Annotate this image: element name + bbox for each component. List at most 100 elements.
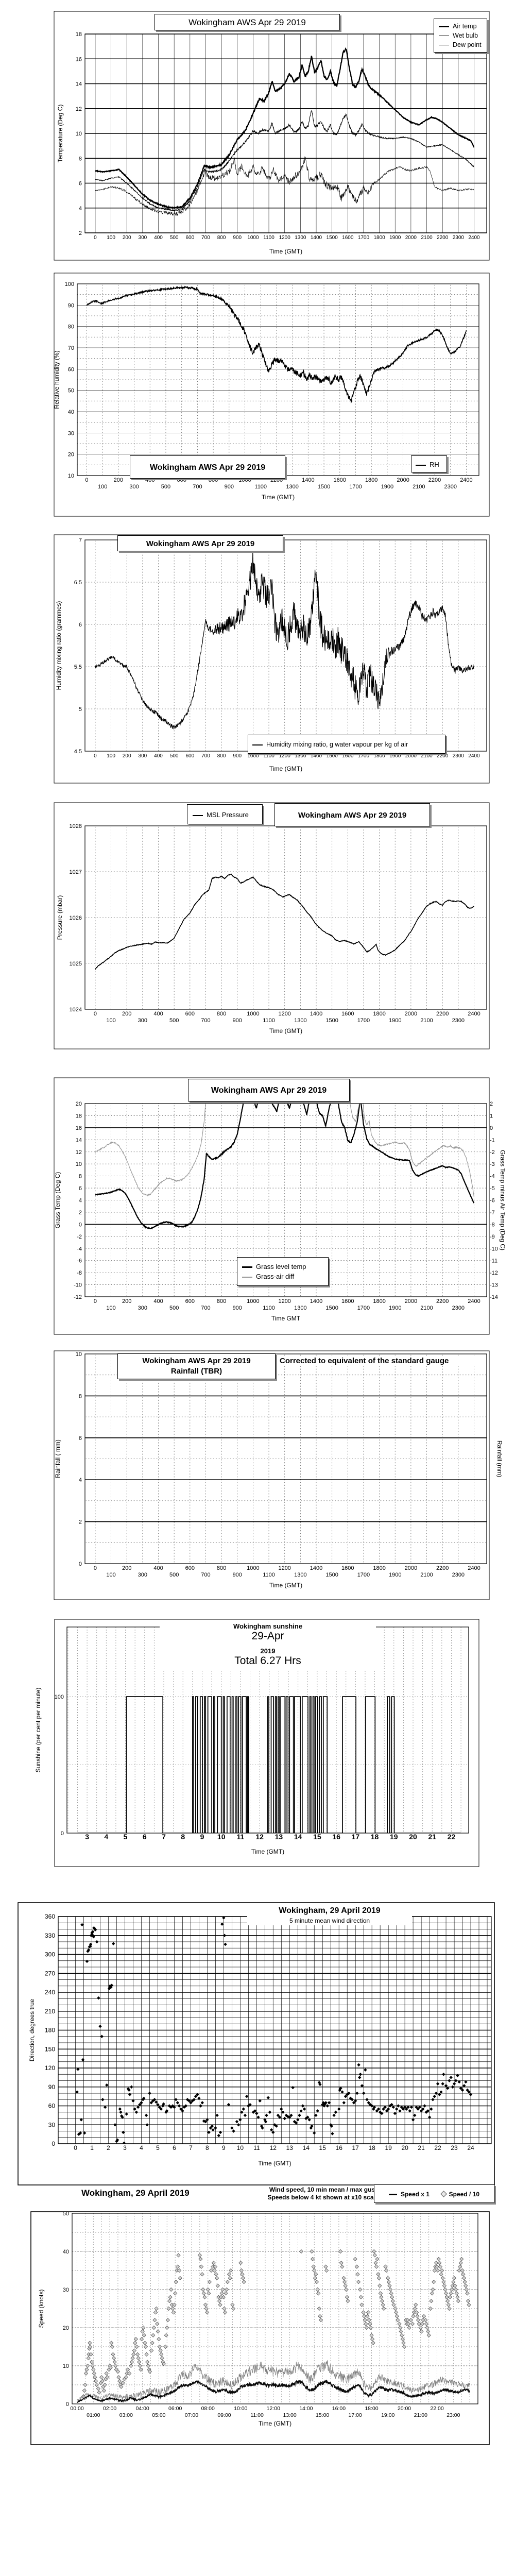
x-tick-label: 1100 xyxy=(263,1305,275,1311)
x-tick-label: 800 xyxy=(217,235,226,241)
x-tick-label: 800 xyxy=(217,1565,226,1571)
temperature-series xyxy=(94,47,475,216)
legend-label: Grass-air diff xyxy=(256,1273,295,1280)
x-tick-label: 600 xyxy=(185,753,194,759)
x-tick-label: 1500 xyxy=(325,1018,338,1024)
x-tick-label: 1300 xyxy=(286,484,298,490)
x-tick-label: 500 xyxy=(170,753,179,759)
x-tick-label: 1900 xyxy=(381,484,393,490)
speed-div10-diamond-icon xyxy=(440,2191,447,2198)
x-tick-label: 21:00 xyxy=(414,2412,427,2418)
x-tick-label: 7 xyxy=(189,2144,193,2151)
x-tick-label: 1200 xyxy=(278,1011,290,1017)
rainfall-note: Corrected to equivalent of the standard … xyxy=(280,1357,484,1365)
x-tick-label: 2300 xyxy=(453,235,465,241)
y2-tick-label: -13 xyxy=(490,1282,498,1289)
x-tick-label: 17:00 xyxy=(349,2412,362,2418)
y-tick-label: 40 xyxy=(63,2249,69,2255)
x-tick-label: 15:00 xyxy=(316,2412,329,2418)
humidity-legend: RH xyxy=(411,455,447,472)
x-tick-label: 1000 xyxy=(247,1565,259,1571)
x-tick-label: 1600 xyxy=(341,1298,354,1304)
speed-x1-line-icon xyxy=(388,2194,397,2196)
x-tick-label: 300 xyxy=(129,484,139,490)
x-tick-label: 0 xyxy=(94,235,97,241)
wind-speed-legend: Speed x 1 Speed / 10 xyxy=(374,2184,494,2203)
y-tick-label: 20 xyxy=(63,2325,69,2331)
x-tick-label: 1800 xyxy=(373,1298,385,1304)
y2-tick-label: -2 xyxy=(490,1149,495,1156)
x-tick-label: 900 xyxy=(225,484,234,490)
y2-tick-label: 0 xyxy=(490,1125,493,1131)
x-tick-label: 20 xyxy=(409,1833,417,1841)
x-tick-label: 2000 xyxy=(405,1298,417,1304)
legend-label: RH xyxy=(430,461,439,468)
x-tick-label: 12:00 xyxy=(267,2405,280,2412)
x-tick-label: 2400 xyxy=(460,477,472,483)
x-tick-label: 500 xyxy=(170,235,179,241)
x-tick-label: 1800 xyxy=(373,1565,385,1571)
relative-humidity-series xyxy=(86,285,467,404)
x-tick-label: 2000 xyxy=(397,477,409,483)
y-tick-label: 4 xyxy=(79,1198,82,1204)
x-tick-label: 16 xyxy=(332,1833,340,1841)
x-tick-label: 1700 xyxy=(357,1018,370,1024)
legend-item: Grass level temp xyxy=(237,1262,328,1272)
x-tick-label: 2000 xyxy=(405,1011,417,1017)
x-tick-label: 06:00 xyxy=(168,2405,182,2412)
pressure-series xyxy=(95,873,474,970)
x-tick-label: 1100 xyxy=(254,484,267,490)
y-tick-label: 8 xyxy=(79,156,82,162)
y-tick-label: 50 xyxy=(68,388,74,394)
y-tick-label: 1024 xyxy=(70,1007,82,1013)
x-tick-label: 1700 xyxy=(358,235,370,241)
x-tick-label: 1800 xyxy=(373,1011,385,1017)
x-tick-label: 13 xyxy=(275,1833,283,1841)
y-axis-label: Speed (knots) xyxy=(38,2290,45,2328)
x-tick-label: 900 xyxy=(233,1572,242,1578)
x-tick-label: 1100 xyxy=(263,235,274,241)
x-tick-label: 400 xyxy=(154,753,163,759)
x-tick-label: 4 xyxy=(104,1833,108,1841)
x-tick-label: 1600 xyxy=(334,477,346,483)
x-tick-label: 02:00 xyxy=(103,2405,116,2412)
x-axis-label: Time (GMT) xyxy=(269,1027,302,1035)
x-tick-label: 1300 xyxy=(294,1018,306,1024)
y-tick-label: 360 xyxy=(45,1913,55,1920)
y-tick-label: 4 xyxy=(79,206,82,212)
x-tick-label: 2200 xyxy=(436,1565,449,1571)
wind-direction-chart: 0 1 2 3 4 5 6 7 8 9 10 11 12 13 14 15 16 17 18 19 20 21 22 23 24… xyxy=(18,1902,495,2185)
x-axis-label: Time (GMT) xyxy=(269,765,302,772)
x-tick-label: 2200 xyxy=(437,235,449,241)
x-tick-label: 10:00 xyxy=(234,2405,247,2412)
x-tick-label: 1500 xyxy=(325,1305,338,1311)
y-tick-label: 40 xyxy=(68,409,74,415)
y-tick-label: -10 xyxy=(74,1282,82,1289)
x-tick-label: 1 xyxy=(90,2144,94,2151)
y-tick-label: 12 xyxy=(76,1149,82,1156)
wind-speed-note-line1: Wind speed, 10 min mean / max gust xyxy=(269,2186,377,2193)
y-tick-label: 80 xyxy=(68,324,74,330)
x-tick-label: 1800 xyxy=(373,235,385,241)
x-tick-label: 1600 xyxy=(341,1565,354,1571)
x-tick-label: 17 xyxy=(352,2144,359,2151)
grass-air-diff-line-icon xyxy=(242,1276,252,1278)
temperature-chart: 0 100 200 300 400 500 600 700 800 900 1000 1100 1200… xyxy=(54,11,490,261)
rainfall-chart-title: Wokingham AWS Apr 29 2019 Rainfall (TBR) xyxy=(117,1353,276,1379)
legend-item: Dew point xyxy=(434,40,487,49)
x-tick-label: 1000 xyxy=(247,235,259,241)
x-tick-label: 13:00 xyxy=(283,2412,296,2418)
grass-temperature-series xyxy=(95,1104,475,1230)
x-tick-label: 2400 xyxy=(468,1298,480,1304)
y-tick-label: 12 xyxy=(76,106,82,112)
humidity-chart-title: Wokingham AWS Apr 29 2019 xyxy=(130,455,285,479)
sunshine-date: 29-Apr xyxy=(251,1630,284,1642)
x-tick-label: 2200 xyxy=(437,753,449,759)
x-tick-label: 1000 xyxy=(247,1298,259,1304)
x-tick-label: 600 xyxy=(185,1011,195,1017)
x-tick-label: 17 xyxy=(352,1833,360,1841)
y-tick-label: 0 xyxy=(79,1561,82,1567)
x-axis-label: Time GMT xyxy=(271,1315,301,1322)
x-tick-label: 6 xyxy=(143,1833,147,1841)
